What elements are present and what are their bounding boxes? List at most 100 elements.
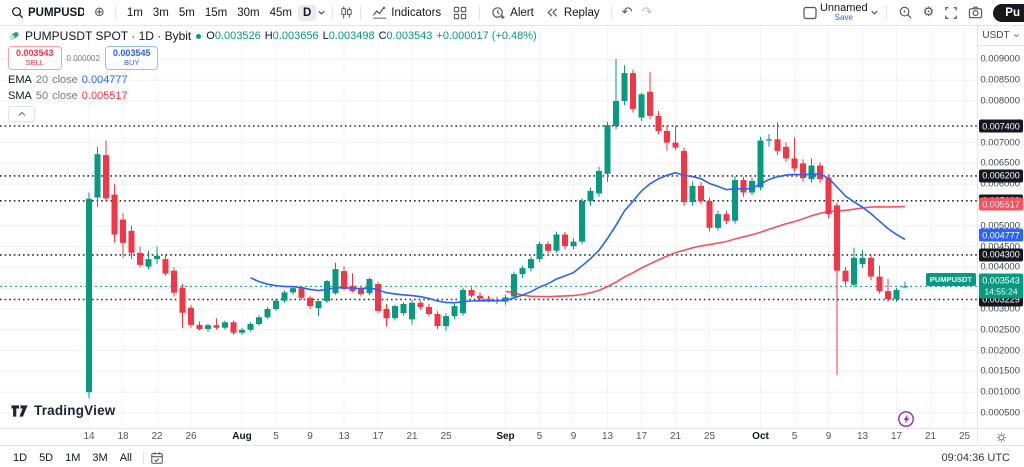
replay-button[interactable]: Replay xyxy=(540,3,605,22)
price-axis-label: 0.008000 xyxy=(980,95,1020,107)
toolbar-divider xyxy=(479,5,481,20)
chart-canvas[interactable] xyxy=(0,26,977,428)
toolbar-divider xyxy=(885,5,887,20)
time-axis[interactable]: 14 18 22 26 Aug 5 9 13 17 21 25 Sep 5 9 13 17 21 25 Oct 5 9 1… xyxy=(0,428,1024,445)
currency-selector[interactable]: USDT xyxy=(978,26,1024,46)
sma-legend-row[interactable]: SMA 50 close 0.005517 xyxy=(8,90,128,102)
timeframe-menu-chevron-icon[interactable] xyxy=(317,8,326,17)
timeframe-button[interactable]: 3m xyxy=(148,5,174,21)
legend-symbol-title[interactable]: PUMPUSDT SPOT · 1D · Bybit xyxy=(25,29,192,43)
price-level-badge: 0.007400 xyxy=(979,119,1023,133)
bottom-toolbar: 1D 5D 1M 3M All 09:04:36 UTC xyxy=(0,445,1024,467)
ema-legend-row[interactable]: EMA 20 close 0.004777 xyxy=(8,74,128,86)
time-axis-label: 13 xyxy=(601,431,614,442)
alert-button[interactable]: Alert xyxy=(486,3,539,22)
quick-search-icon[interactable] xyxy=(898,5,913,20)
price-level-badge: 0.004300 xyxy=(979,248,1023,262)
symbol-name: PUMPUSDT xyxy=(28,6,84,19)
bottom-divider xyxy=(142,451,144,464)
price-axis[interactable]: USDT 0.009000 0.008500 0.008000 0.007000 0.0… xyxy=(978,26,1024,428)
save-button[interactable]: Save xyxy=(834,12,853,22)
time-axis-label: 5 xyxy=(791,431,798,442)
layout-panel-icon[interactable] xyxy=(802,5,818,21)
price-axis-label: 0.001000 xyxy=(980,386,1020,398)
date-range-button[interactable]: 1M xyxy=(60,451,85,465)
symbol-search-button[interactable]: PUMPUSDT xyxy=(6,4,89,21)
timeframe-button[interactable]: 15m xyxy=(200,5,232,21)
time-axis-label: 17 xyxy=(890,431,903,442)
time-axis-label: 25 xyxy=(958,431,971,442)
time-axis-labels[interactable]: 14 18 22 26 Aug 5 9 13 17 21 25 Sep 5 9 13 17 21 25 Oct 5 9 1… xyxy=(0,429,978,445)
indicators-button[interactable]: Indicators xyxy=(367,3,446,22)
date-range-button[interactable]: 3M xyxy=(87,451,112,465)
event-lightning-icon[interactable] xyxy=(898,411,914,427)
sell-button[interactable]: 0.003543 SELL xyxy=(8,46,62,70)
layout-chevron-icon[interactable] xyxy=(870,8,879,17)
legend-main-row: PUMPUSDT SPOT · 1D · Bybit O0.003526 H0.… xyxy=(8,29,537,43)
timeframe-button[interactable]: 30m xyxy=(232,5,264,21)
price-level-badge: 0.006200 xyxy=(979,169,1023,183)
indicators-icon xyxy=(373,6,387,19)
axis-settings-corner[interactable] xyxy=(978,429,1024,445)
chart-area[interactable]: PUMPUSDT SPOT · 1D · Bybit O0.003526 H0.… xyxy=(0,26,978,428)
axis-gear-icon[interactable] xyxy=(996,432,1007,443)
date-range-buttons: 1D 5D 1M 3M All xyxy=(8,451,137,465)
main-row: PUMPUSDT SPOT · 1D · Bybit O0.003526 H0.… xyxy=(0,26,1024,428)
price-axis-label: 0.006500 xyxy=(980,157,1020,169)
chart-style-icon[interactable] xyxy=(339,5,354,20)
tradingview-logo[interactable]: TradingView xyxy=(11,403,115,418)
time-axis-label: 17 xyxy=(372,431,384,442)
price-axis-label: 0.005000 xyxy=(980,220,1020,232)
timeframe-button[interactable]: 1m xyxy=(122,5,148,21)
layout-name-label: Unnamed xyxy=(819,1,868,14)
time-axis-label: 22 xyxy=(151,431,163,442)
date-range-button[interactable]: All xyxy=(115,451,137,465)
screenshot-camera-icon[interactable] xyxy=(968,5,983,20)
time-axis-label: Aug xyxy=(232,431,252,442)
time-axis-label: 5 xyxy=(273,431,279,442)
layout-menu[interactable]: Unnamed Save xyxy=(819,1,868,23)
toolbar-right-group: Unnamed Save ⚙ Pu xyxy=(802,1,1024,23)
alert-label: Alert xyxy=(510,6,534,19)
pump-logo-icon xyxy=(9,32,19,40)
time-axis-label: 13 xyxy=(338,431,350,442)
symbol-price-label: PUMPUSDT xyxy=(925,273,976,287)
time-axis-label: 21 xyxy=(406,431,418,442)
price-axis-label: 0.008500 xyxy=(980,74,1020,86)
market-status-icon xyxy=(196,33,202,39)
price-axis-label: 0.007000 xyxy=(980,137,1020,149)
price-axis-label: 0.009000 xyxy=(980,53,1020,65)
sma-value: 0.005517 xyxy=(81,90,128,102)
redo-icon[interactable]: ↷ xyxy=(641,5,653,20)
search-icon xyxy=(12,7,24,19)
indicator-templates-grid-icon[interactable] xyxy=(453,6,467,20)
ema-value: 0.004777 xyxy=(81,74,128,86)
publish-button[interactable]: Pu xyxy=(993,3,1024,22)
settings-gear-icon[interactable]: ⚙ xyxy=(922,5,935,20)
undo-icon[interactable]: ↶ xyxy=(621,5,633,20)
server-clock[interactable]: 09:04:36 UTC xyxy=(941,451,1010,464)
ema-price-badge: 0.004777 xyxy=(979,228,1023,242)
timeframe-d-button[interactable]: D xyxy=(297,4,317,21)
time-axis-label: Oct xyxy=(752,431,769,442)
date-range-button[interactable]: 1D xyxy=(8,451,32,465)
fullscreen-icon[interactable] xyxy=(944,6,958,20)
compare-add-symbol-icon[interactable]: ⊕ xyxy=(94,5,105,20)
change-value: +0.000017 (+0.48%) xyxy=(436,30,537,42)
time-axis-label: 25 xyxy=(440,431,452,442)
timeframe-button[interactable]: 45m xyxy=(265,5,297,21)
date-range-button[interactable]: 5D xyxy=(34,451,58,465)
time-axis-label: 18 xyxy=(117,431,129,442)
price-axis-label: 0.006000 xyxy=(980,178,1020,190)
price-axis-label: 0.000500 xyxy=(980,407,1020,419)
buy-button[interactable]: 0.003545 BUY xyxy=(104,46,159,70)
time-axis-label: 21 xyxy=(924,431,937,442)
time-axis-label: 9 xyxy=(307,431,313,442)
time-axis-label: 25 xyxy=(703,431,716,442)
timeframe-button[interactable]: 5m xyxy=(174,5,200,21)
price-axis-label: 0.004000 xyxy=(980,261,1020,273)
legend-collapse-button[interactable] xyxy=(8,106,35,122)
calendar-icon[interactable] xyxy=(150,451,164,465)
time-axis-label: 17 xyxy=(635,431,648,442)
